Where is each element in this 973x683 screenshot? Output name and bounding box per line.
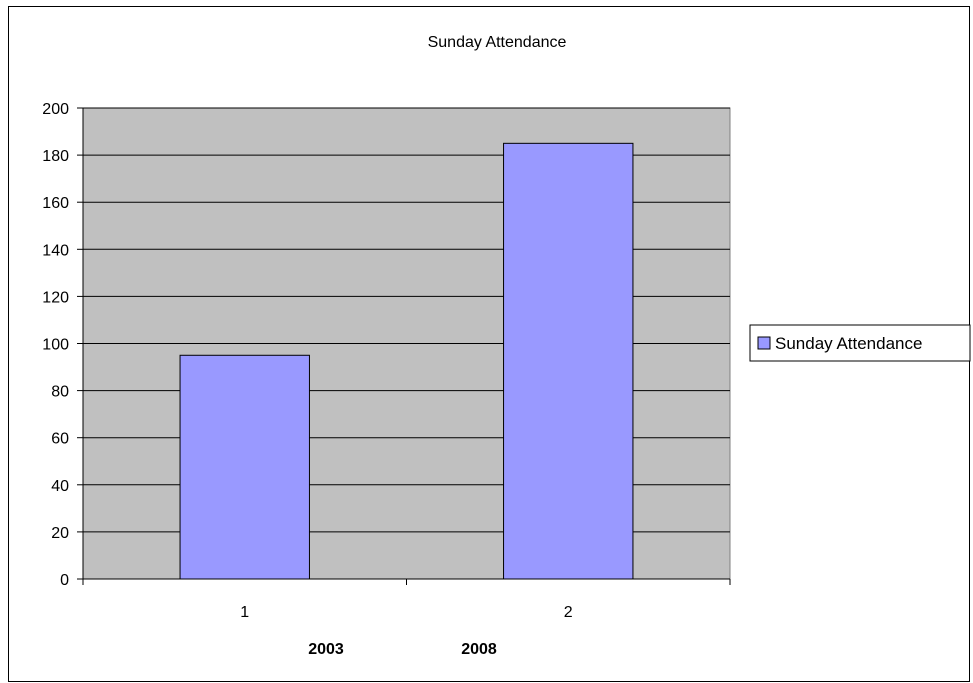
y-tick-label: 0 [60,572,69,589]
y-tick-label: 20 [51,525,69,542]
y-tick-label: 80 [51,384,69,401]
y-tick-label: 140 [42,242,69,259]
bar [179,354,310,580]
chart-title: Sunday Attendance [428,34,567,51]
y-tick-label: 100 [42,337,69,354]
y-tick-label: 200 [42,101,69,118]
year-label: 2008 [461,641,497,658]
legend: Sunday Attendance [749,324,971,362]
y-tick-label: 40 [51,478,69,495]
year-labels: 2003 2008 [308,641,497,658]
y-tick-label: 60 [51,431,69,448]
y-tick-label: 180 [42,148,69,165]
x-tick-label: 1 [240,604,249,621]
x-tick-label: 2 [564,604,573,621]
year-label: 2003 [308,641,344,658]
bar [503,142,634,580]
y-tick-label: 120 [42,289,69,306]
y-tick-label: 160 [42,195,69,212]
legend-label: Sunday Attendance [775,334,922,353]
y-axis: 0 20 40 60 80 100 120 140 160 180 200 [42,101,84,589]
legend-box [749,324,971,362]
legend-swatch [757,336,771,350]
bars [179,142,634,580]
